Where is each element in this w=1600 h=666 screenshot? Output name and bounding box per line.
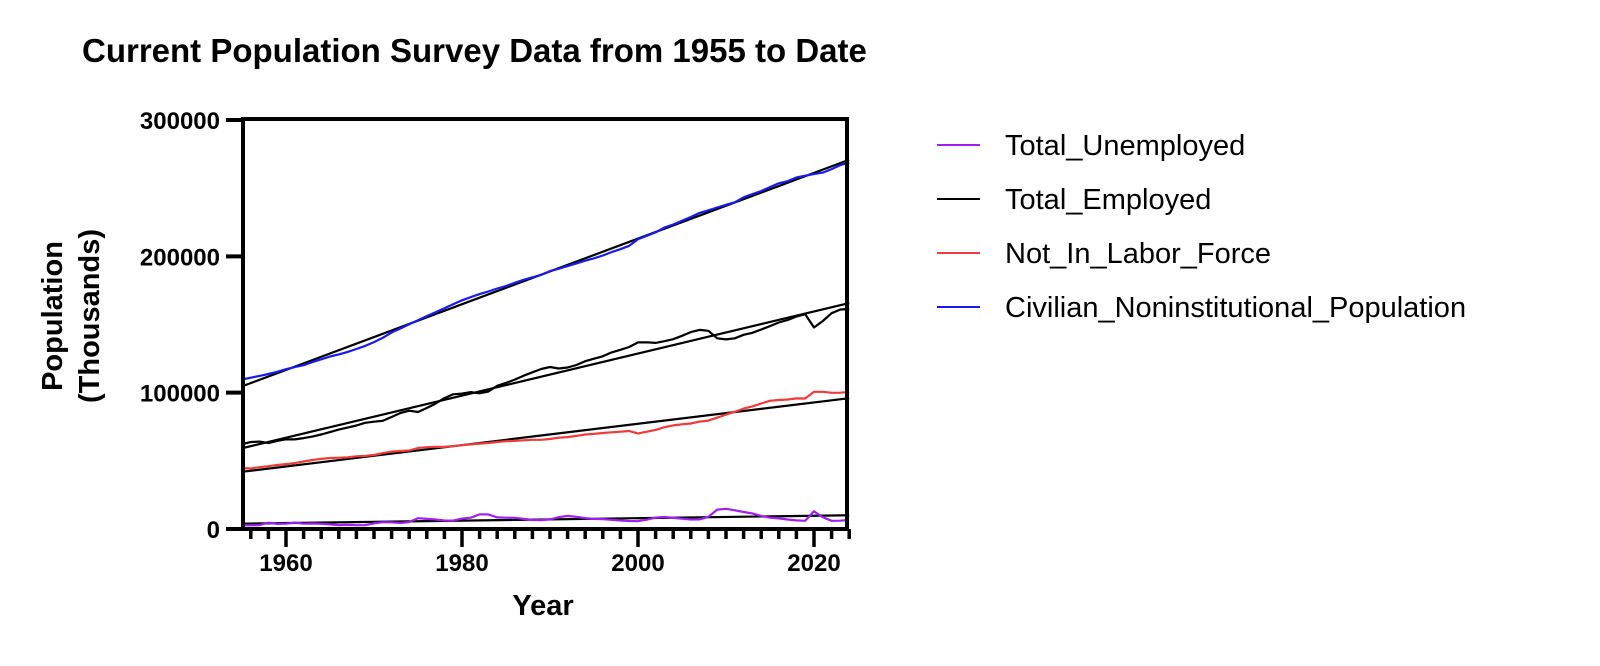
plot-area bbox=[241, 158, 850, 527]
trendline-not-in-labor-force bbox=[241, 397, 850, 473]
y-axis: 0 100000 200000 300000 bbox=[140, 108, 243, 544]
series-line-civilian-noninstitutional-population bbox=[241, 161, 850, 381]
series-line-total-unemployed bbox=[241, 507, 850, 527]
legend: Total_Unemployed Total_Employed Not_In_Lab… bbox=[937, 130, 1466, 324]
x-axis: 1960 1980 2000 2020 bbox=[249, 529, 851, 577]
series-line-not-in-labor-force bbox=[241, 390, 850, 470]
legend-label: Total_Unemployed bbox=[1005, 130, 1245, 162]
chart-title: Current Population Survey Data from 1955… bbox=[82, 32, 867, 69]
y-axis-title: Population (Thousands) bbox=[37, 229, 106, 403]
x-tick-label: 1980 bbox=[435, 550, 488, 577]
y-tick-label: 300000 bbox=[140, 108, 220, 135]
legend-item: Total_Unemployed bbox=[937, 130, 1245, 162]
legend-label: Total_Employed bbox=[1005, 184, 1211, 216]
x-tick-label: 2000 bbox=[611, 550, 664, 577]
trendline-total-employed bbox=[241, 301, 850, 450]
legend-label: Not_In_Labor_Force bbox=[1005, 238, 1271, 270]
y-axis-title-line-1: Population bbox=[37, 241, 69, 391]
series-lines bbox=[241, 161, 850, 527]
y-tick-label: 200000 bbox=[140, 244, 220, 271]
x-tick-label: 1960 bbox=[259, 550, 312, 577]
legend-item: Civilian_Noninstitutional_Population bbox=[937, 292, 1466, 324]
series-line-total-employed bbox=[241, 307, 850, 446]
y-tick-label: 100000 bbox=[140, 381, 220, 408]
x-tick-label: 2020 bbox=[787, 550, 840, 577]
y-axis-title-line-2: (Thousands) bbox=[74, 229, 106, 403]
legend-item: Not_In_Labor_Force bbox=[937, 238, 1271, 270]
x-axis-title: Year bbox=[512, 590, 573, 622]
plot-frame bbox=[241, 117, 849, 531]
trendlines bbox=[241, 158, 850, 525]
legend-label: Civilian_Noninstitutional_Population bbox=[1005, 292, 1466, 324]
y-tick-label: 0 bbox=[207, 517, 220, 544]
legend-item: Total_Employed bbox=[937, 184, 1211, 216]
